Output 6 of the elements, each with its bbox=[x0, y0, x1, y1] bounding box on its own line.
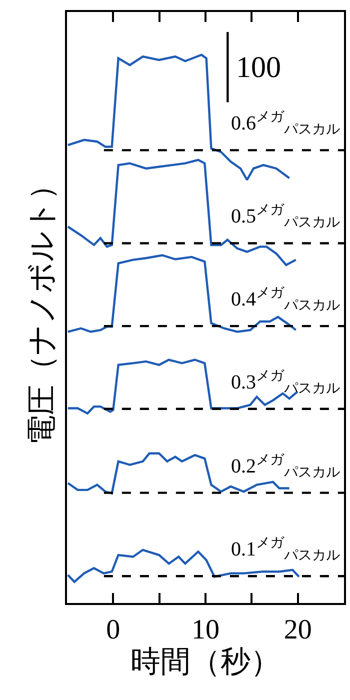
legend-label: 100 bbox=[236, 51, 281, 84]
x-tick-label: 10 bbox=[192, 614, 220, 646]
x-tick-label: 20 bbox=[284, 614, 312, 646]
y-axis-title: 電圧（ナノボルト） bbox=[26, 170, 58, 445]
x-axis-title: 時間（秒） bbox=[130, 646, 280, 679]
x-tick-label: 0 bbox=[106, 614, 120, 646]
